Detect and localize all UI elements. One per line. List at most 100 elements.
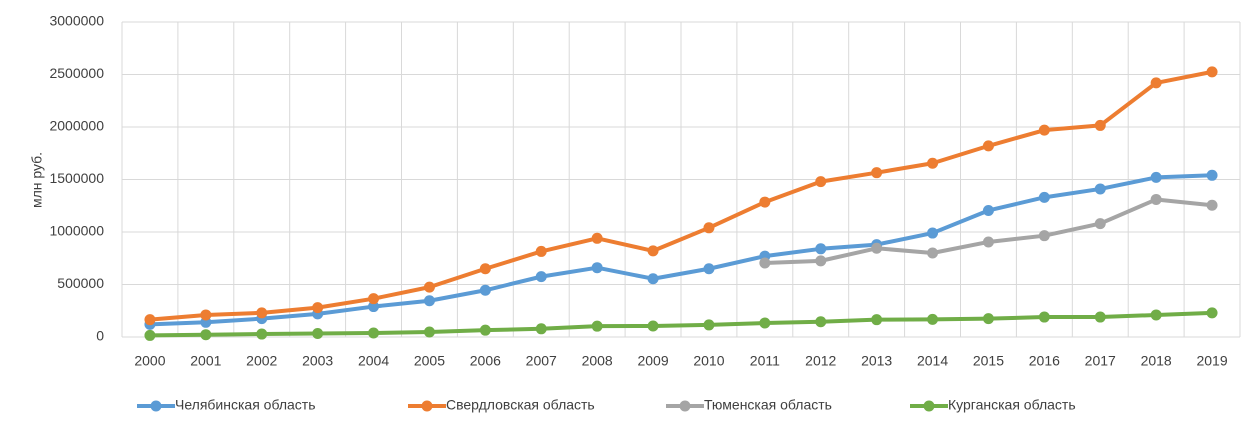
legend-label: Курганская область: [948, 397, 1076, 413]
x-tick-label: 2014: [917, 353, 948, 369]
series-marker: [312, 302, 324, 314]
series-marker: [982, 313, 994, 325]
series-marker: [535, 271, 547, 283]
x-tick-label: 2003: [302, 353, 333, 369]
y-tick-label: 3000000: [49, 13, 104, 29]
x-tick-label: 2007: [526, 353, 557, 369]
series-marker: [479, 324, 491, 336]
series-marker: [423, 326, 435, 338]
x-tick-label: 2010: [693, 353, 724, 369]
x-tick-label: 2009: [637, 353, 668, 369]
series-line: [149, 69, 1213, 322]
series-marker: [927, 313, 939, 325]
series-marker: [815, 255, 827, 267]
x-tick-label: 2002: [246, 353, 277, 369]
series-marker: [815, 176, 827, 188]
series-marker: [1206, 307, 1218, 319]
series-marker: [200, 329, 212, 341]
series-marker: [591, 232, 603, 244]
y-axis-label: млн руб.: [29, 152, 45, 208]
series-marker: [871, 242, 883, 254]
x-tick-label: 2011: [750, 353, 780, 369]
y-tick-label: 0: [96, 328, 104, 344]
series-marker: [759, 257, 771, 269]
y-tick-label: 2000000: [49, 118, 104, 134]
x-tick-label: 2016: [1029, 353, 1060, 369]
x-tick-label: 2000: [134, 353, 165, 369]
y-tick-label: 1000000: [49, 223, 104, 239]
series-marker: [647, 245, 659, 257]
legend-marker: [923, 400, 935, 412]
x-tick-label: 2019: [1196, 353, 1227, 369]
legend-marker: [679, 400, 691, 412]
series-marker: [703, 263, 715, 275]
series-marker: [368, 301, 380, 313]
series-marker: [423, 281, 435, 293]
series-marker: [703, 222, 715, 234]
x-tick-label: 2015: [973, 353, 1004, 369]
series-marker: [1094, 218, 1106, 230]
series-marker: [1094, 119, 1106, 131]
series-marker: [1206, 169, 1218, 181]
series-marker: [759, 196, 771, 208]
x-tick-label: 2001: [190, 353, 221, 369]
series-line: [149, 173, 1213, 327]
series-marker: [815, 243, 827, 255]
series-marker: [871, 314, 883, 326]
series-marker: [1038, 230, 1050, 242]
series-marker: [759, 317, 771, 329]
series-marker: [1150, 309, 1162, 321]
series-marker: [368, 293, 380, 305]
series-line: [149, 310, 1213, 338]
series-marker: [647, 320, 659, 332]
series-marker: [1038, 311, 1050, 323]
series-marker: [703, 319, 715, 331]
series-marker: [1150, 193, 1162, 205]
series-marker: [927, 227, 939, 239]
legend-label: Челябинская область: [175, 397, 316, 413]
series-marker: [1094, 311, 1106, 323]
series-marker: [591, 320, 603, 332]
x-tick-label: 2005: [414, 353, 445, 369]
series-marker: [1206, 66, 1218, 78]
x-tick-label: 2006: [470, 353, 501, 369]
series-marker: [479, 284, 491, 296]
legend-marker: [150, 400, 162, 412]
x-tick-label: 2012: [805, 353, 836, 369]
x-tick-label: 2017: [1085, 353, 1116, 369]
series-marker: [927, 157, 939, 169]
series-marker: [1094, 183, 1106, 195]
x-tick-label: 2004: [358, 353, 389, 369]
series-marker: [479, 263, 491, 275]
series-marker: [423, 295, 435, 307]
series-marker: [591, 262, 603, 274]
x-tick-label: 2008: [582, 353, 613, 369]
series-marker: [535, 245, 547, 257]
series-marker: [256, 307, 268, 319]
series-marker: [647, 273, 659, 285]
series-marker: [1150, 171, 1162, 183]
series-marker: [927, 247, 939, 259]
y-tick-label: 500000: [57, 275, 104, 291]
series-marker: [982, 140, 994, 152]
series-marker: [144, 329, 156, 341]
series-marker: [1038, 124, 1050, 136]
series-marker: [1150, 77, 1162, 89]
series-marker: [982, 204, 994, 216]
series-marker: [312, 328, 324, 340]
series-marker: [982, 236, 994, 248]
series-marker: [256, 328, 268, 340]
series-marker: [200, 309, 212, 321]
series-marker: [535, 323, 547, 335]
series-marker: [815, 316, 827, 328]
legend-label: Тюменская область: [704, 397, 832, 413]
series-marker: [1038, 191, 1050, 203]
series-marker: [871, 167, 883, 179]
series-marker: [368, 327, 380, 339]
series-marker: [144, 314, 156, 326]
y-tick-label: 1500000: [49, 170, 104, 186]
x-tick-label: 2013: [861, 353, 892, 369]
y-tick-label: 2500000: [49, 65, 104, 81]
legend-marker: [421, 400, 433, 412]
